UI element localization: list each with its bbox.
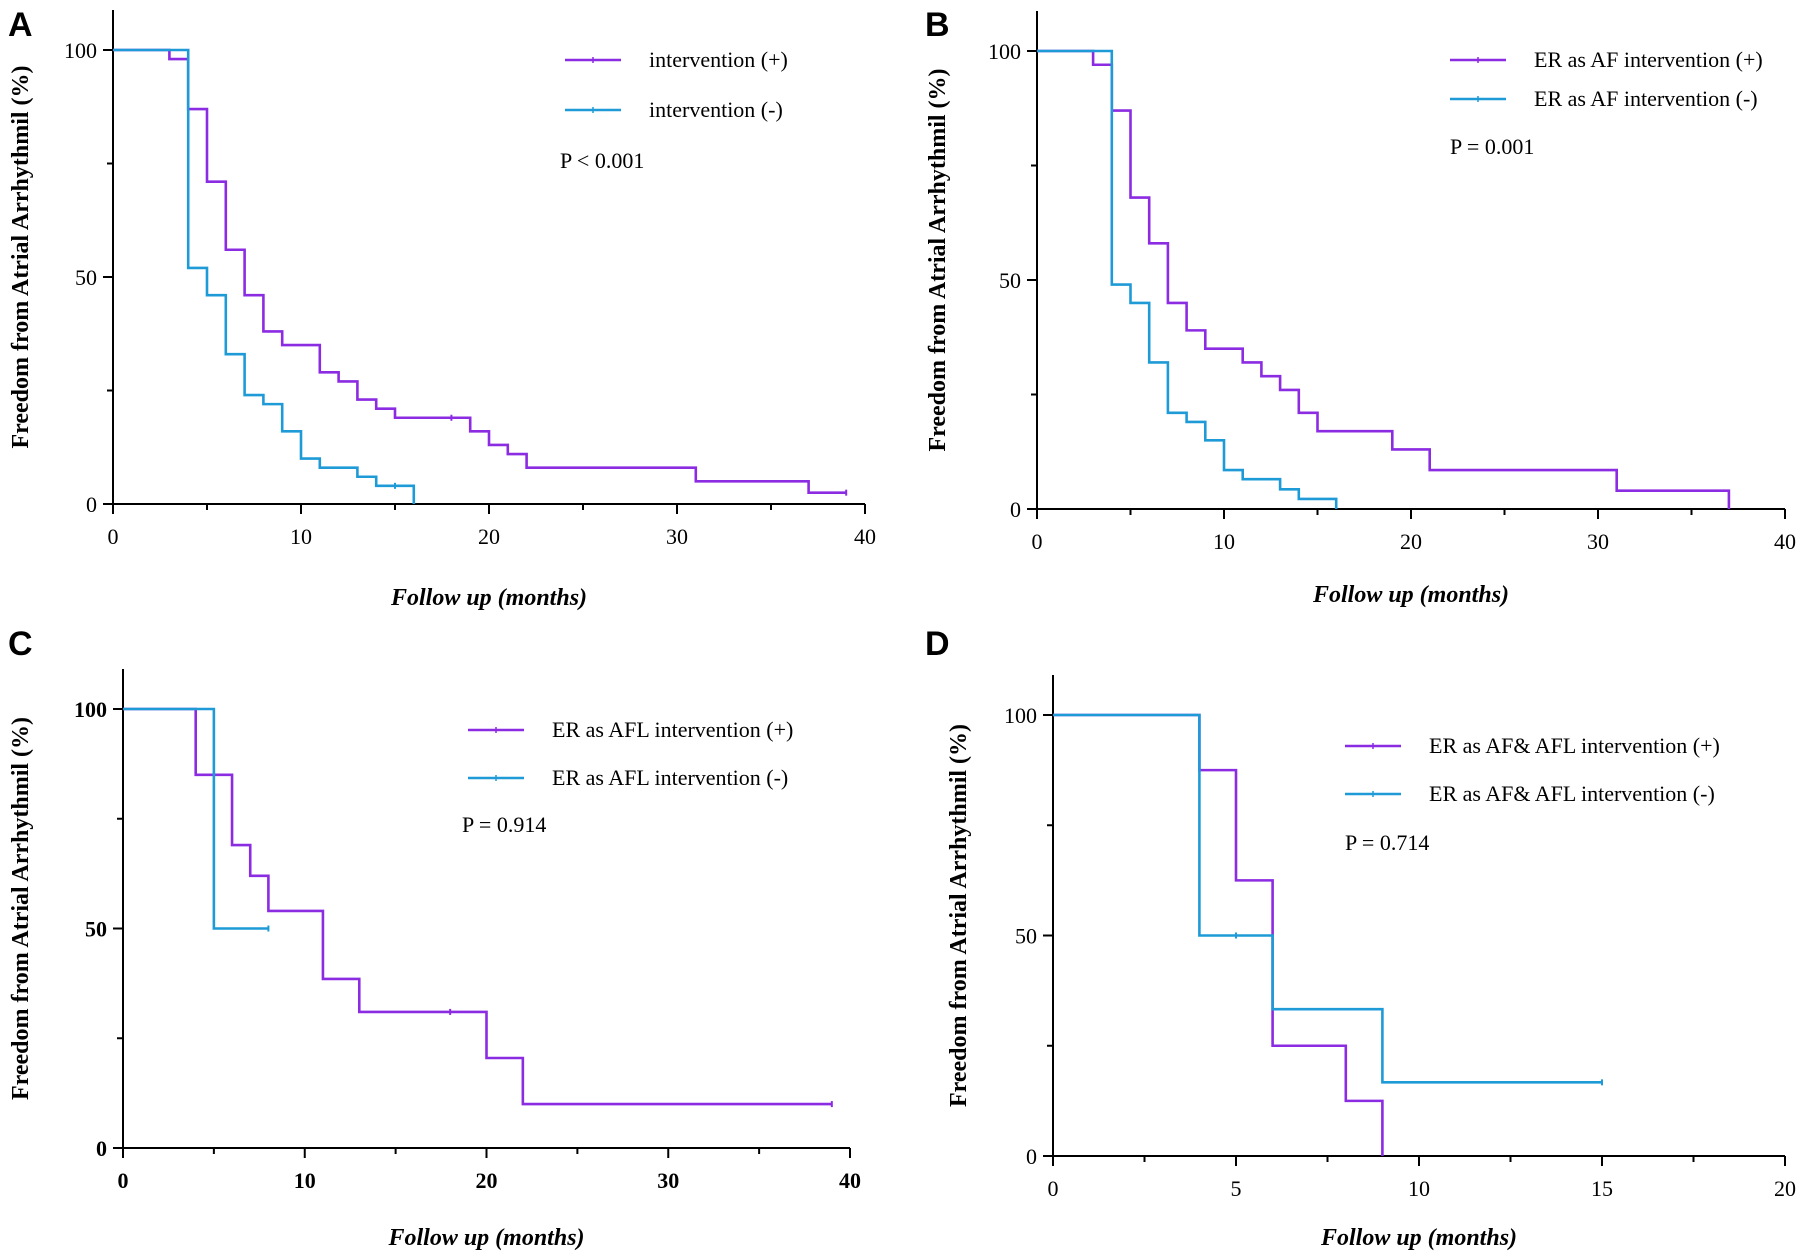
panel-a-y-tick-label: 50 — [75, 265, 97, 290]
panel-a-legend-label: intervention (+) — [649, 47, 788, 72]
panel-b-p-value: P = 0.001 — [1450, 134, 1534, 159]
panel-a-p-value: P < 0.001 — [560, 148, 644, 173]
panel-b-y-axis-title: Freedom from Atrial Arrhythmil (%) — [925, 68, 951, 451]
panel-d-p-value: P = 0.714 — [1345, 830, 1429, 855]
panel-a-x-tick-label: 20 — [478, 524, 500, 549]
panel-d-series-minus-line — [1053, 713, 1602, 1084]
panel-a-x-tick-label: 40 — [854, 524, 876, 549]
panel-a-legend-label: intervention (-) — [649, 97, 783, 122]
panel-c-x-tick-label: 20 — [476, 1168, 498, 1193]
panel-d-x-tick-label: 0 — [1048, 1176, 1059, 1201]
panel-c-y-tick-label: 100 — [74, 697, 107, 722]
panel-a-series-plus-line — [113, 48, 847, 494]
panel-b-x-tick-label: 30 — [1587, 529, 1609, 554]
panel-a-x-tick-label: 10 — [290, 524, 312, 549]
panel-d-x-tick-label: 20 — [1774, 1176, 1796, 1201]
panel-c-x-tick-label: 30 — [657, 1168, 679, 1193]
panel-d-letter: D — [925, 625, 950, 663]
panel-d-legend-label: ER as AF& AFL intervention (-) — [1429, 781, 1715, 806]
panel-d-y-tick-label: 50 — [1015, 924, 1037, 949]
panel-a-x-axis-title: Follow up (months) — [390, 585, 587, 611]
panel-c-y-tick-label: 50 — [85, 917, 107, 942]
panel-a-y-tick-label: 0 — [86, 492, 97, 517]
panel-c-legend-label: ER as AFL intervention (+) — [552, 717, 793, 742]
panel-a-y-axis-title: Freedom from Atrial Arrhythmil (%) — [8, 65, 34, 448]
panel-b: B 0 10 20 30 40 0 50 100 Follow up (months) Freedo… — [925, 6, 1796, 608]
panel-b-x-tick-label: 10 — [1213, 529, 1235, 554]
panel-b-x-tick-label: 20 — [1400, 529, 1422, 554]
panel-c-p-value: P = 0.914 — [462, 812, 546, 837]
panel-a-letter: A — [8, 6, 33, 44]
panel-b-y-tick-label: 50 — [999, 268, 1021, 293]
panel-c: C 0 10 20 30 40 0 50 100 Follow up (months) Freedo… — [8, 625, 861, 1251]
panel-a-series-minus-line — [113, 48, 416, 504]
panel-a: A 0 10 20 30 40 0 50 100 Follow up (months) Freedo… — [8, 6, 876, 611]
panel-b-y-tick-label: 0 — [1010, 497, 1021, 522]
panel-c-series-minus-line — [123, 707, 269, 930]
panel-c-x-tick-label: 10 — [294, 1168, 316, 1193]
panel-b-x-tick-label: 40 — [1774, 529, 1796, 554]
panel-d: D 0 5 10 15 20 0 50 100 Follow up (months) Freedom… — [925, 625, 1796, 1251]
panel-b-x-axis-title: Follow up (months) — [1312, 582, 1509, 608]
panel-d-x-tick-label: 10 — [1408, 1176, 1430, 1201]
panel-a-x-tick-label: 30 — [666, 524, 688, 549]
panel-d-y-tick-label: 0 — [1026, 1144, 1037, 1169]
panel-c-y-axis-title: Freedom from Atrial Arrhythmil (%) — [8, 717, 34, 1100]
panel-c-letter: C — [8, 625, 33, 663]
panel-c-y-tick-label: 0 — [96, 1136, 107, 1161]
panel-c-series-plus-line — [123, 707, 832, 1106]
panel-d-x-tick-label: 15 — [1591, 1176, 1613, 1201]
panel-b-legend-label: ER as AF intervention (-) — [1534, 86, 1758, 111]
panel-d-y-axis-title: Freedom from Atrial Arrhythmil (%) — [946, 724, 972, 1107]
panel-c-x-tick-label: 40 — [839, 1168, 861, 1193]
panel-c-legend-label: ER as AFL intervention (-) — [552, 765, 788, 790]
panel-b-series-minus-line — [1037, 49, 1338, 509]
panel-b-y-tick-label: 100 — [988, 39, 1021, 64]
panel-d-y-tick-label: 100 — [1004, 703, 1037, 728]
panel-d-x-tick-label: 5 — [1231, 1176, 1242, 1201]
panel-d-legend-label: ER as AF& AFL intervention (+) — [1429, 733, 1720, 758]
panel-b-x-tick-label: 0 — [1032, 529, 1043, 554]
panel-a-x-tick-label: 0 — [108, 524, 119, 549]
panel-b-series-plus-line — [1037, 49, 1731, 509]
panel-d-x-axis-title: Follow up (months) — [1320, 1225, 1517, 1251]
panel-c-x-tick-label: 0 — [118, 1168, 129, 1193]
panel-a-y-tick-label: 100 — [64, 38, 97, 63]
panel-b-letter: B — [925, 6, 950, 44]
panel-c-x-axis-title: Follow up (months) — [387, 1225, 584, 1251]
panel-b-legend-label: ER as AF intervention (+) — [1534, 47, 1763, 72]
